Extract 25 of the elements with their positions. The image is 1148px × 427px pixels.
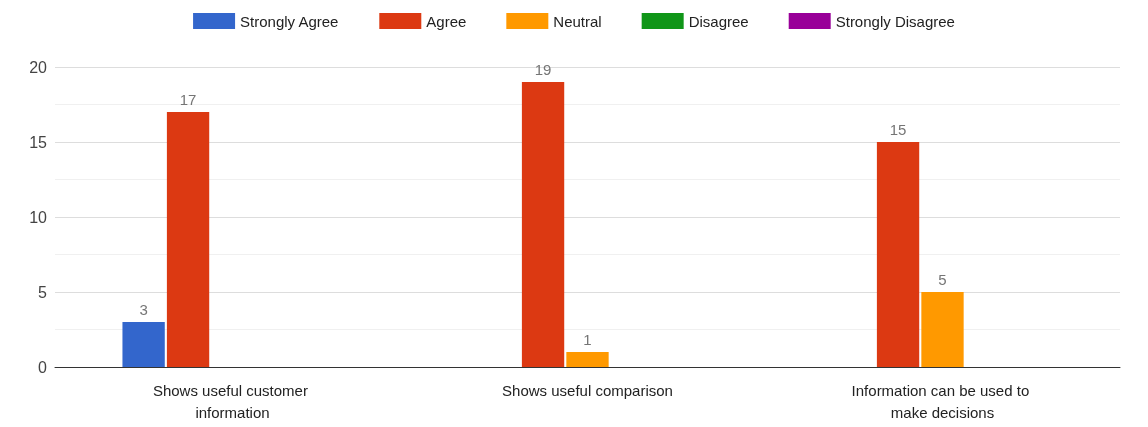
y-tick-label: 20	[29, 58, 48, 76]
y-tick-label: 10	[29, 208, 48, 226]
data-label: 17	[179, 91, 197, 108]
bar	[876, 142, 920, 367]
legend-label: Neutral	[553, 12, 602, 30]
legend-label: Disagree	[688, 12, 749, 30]
data-label: 5	[938, 271, 947, 288]
data-label: 19	[534, 61, 552, 78]
bar	[921, 292, 964, 367]
x-tick-label: Shows useful comparison	[502, 381, 673, 399]
bar	[122, 322, 165, 367]
legend-label: Strongly Agree	[240, 12, 339, 30]
data-label: 3	[139, 301, 148, 318]
bar	[566, 352, 609, 367]
legend-label: Strongly Disagree	[835, 12, 955, 30]
bar	[166, 112, 210, 367]
y-tick-label: 5	[38, 283, 48, 301]
bar	[521, 82, 565, 367]
data-label: 15	[889, 121, 907, 138]
x-tick-label: Information can be used to make decisions	[851, 381, 1034, 421]
y-tick-label: 15	[29, 133, 48, 151]
legend-label: Agree	[426, 12, 467, 30]
data-label: 1	[583, 331, 592, 348]
x-tick-label: Shows useful customer information	[152, 381, 313, 421]
y-tick-label: 0	[38, 358, 48, 376]
